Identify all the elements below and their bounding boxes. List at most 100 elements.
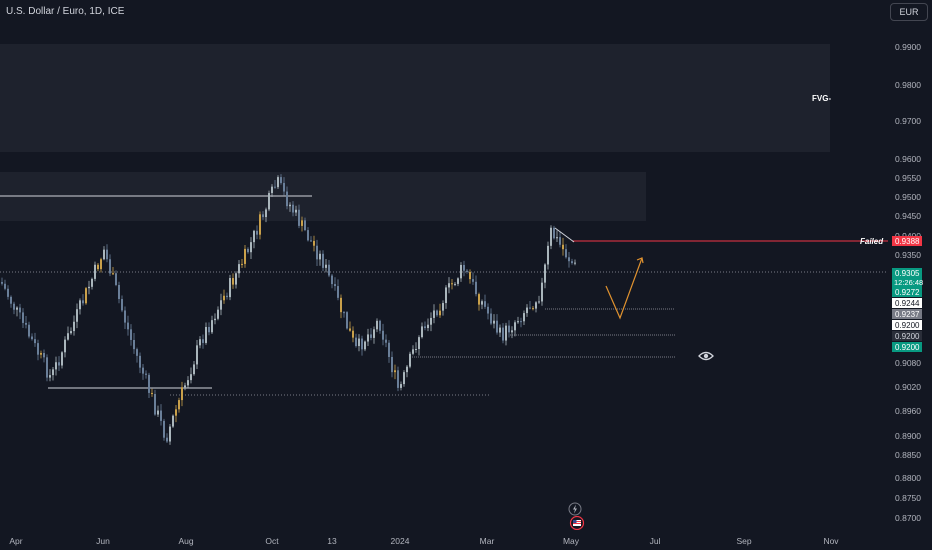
candle-body <box>508 325 510 333</box>
candle-body <box>268 193 270 210</box>
candle-body <box>175 409 177 416</box>
candle-body <box>574 262 576 264</box>
candle-body <box>355 337 357 347</box>
candle-body <box>556 237 558 239</box>
price-badge: 0.9237 <box>895 310 920 319</box>
candle-body <box>151 392 153 395</box>
candle-body <box>142 367 144 374</box>
price-badge: 0.9244 <box>895 299 920 308</box>
flag-icon[interactable] <box>569 516 585 530</box>
candle-body <box>199 339 201 346</box>
currency-button[interactable]: EUR <box>890 3 928 21</box>
price-tick-label: 0.8960 <box>895 406 921 416</box>
candle-body <box>127 322 129 330</box>
candle-body <box>181 387 183 401</box>
candle-body <box>433 310 435 318</box>
projection-arrow[interactable] <box>605 257 643 320</box>
candle-body <box>28 324 30 337</box>
price-badge-bg <box>892 268 922 288</box>
candle-body <box>406 366 408 373</box>
price-tick-label: 0.9350 <box>895 250 921 260</box>
price-badge: 0.9200 <box>895 321 920 330</box>
candle-body <box>361 338 363 350</box>
candle-body <box>247 248 249 253</box>
candle-body <box>430 317 432 325</box>
candle-body <box>217 309 219 319</box>
candle-body <box>223 295 225 301</box>
candle-body <box>19 307 21 313</box>
candle-body <box>241 263 243 265</box>
time-tick-label: Nov <box>823 536 839 546</box>
candle-body <box>445 287 447 304</box>
candle-body <box>235 273 237 285</box>
candle-body <box>409 353 411 367</box>
price-tick-label: 0.8850 <box>895 450 921 460</box>
candle-body <box>298 209 300 226</box>
candle-body <box>100 259 102 270</box>
candle-body <box>451 283 453 285</box>
candle-body <box>550 227 552 246</box>
candle-body <box>388 342 390 357</box>
time-tick-label: Sep <box>736 536 751 546</box>
candle-body <box>139 355 141 368</box>
price-badge-bg <box>892 236 922 246</box>
candle-body <box>256 230 258 235</box>
price-badge: 0.9305 <box>895 269 920 278</box>
candle-body <box>271 186 273 194</box>
fvg-label: FVG- <box>812 94 831 103</box>
candle-body <box>277 177 279 188</box>
candle-body <box>448 283 450 288</box>
candle-body <box>103 249 105 260</box>
candle-body <box>16 307 18 310</box>
candle-body <box>463 264 465 271</box>
candle-body <box>526 307 528 314</box>
time-axis[interactable]: Apr Jun Aug Oct 13 2024 Mar May Jul Sep Nov <box>9 536 839 546</box>
candle-body <box>187 380 189 386</box>
candle-body <box>154 394 156 415</box>
candle-body <box>124 310 126 323</box>
candle-body <box>328 264 330 276</box>
candle-body <box>442 303 444 311</box>
flash-icon[interactable] <box>568 502 582 516</box>
candle-body <box>532 308 534 310</box>
candle-body <box>145 373 147 375</box>
candle-body <box>283 182 285 192</box>
candle-body <box>520 321 522 323</box>
time-tick-label: Jul <box>650 536 661 546</box>
price-badge-bg <box>892 331 922 341</box>
candle-body <box>571 261 573 264</box>
candle-body <box>166 437 168 442</box>
candle-body <box>382 330 384 340</box>
candle-body <box>193 364 195 375</box>
candle-body <box>262 214 264 218</box>
candle-body <box>316 245 318 260</box>
price-tick-label: 0.9080 <box>895 358 921 368</box>
eye-icon[interactable] <box>698 350 714 362</box>
price-badge: 0.9272 <box>895 288 920 297</box>
candle-body <box>466 270 468 272</box>
candle-body <box>340 297 342 313</box>
candle-body <box>64 339 66 353</box>
trend-annotation-line[interactable] <box>554 227 575 243</box>
candle-body <box>325 264 327 268</box>
candle-body <box>148 374 150 393</box>
time-tick-label: May <box>563 536 580 546</box>
time-tick-label: Oct <box>265 536 279 546</box>
candle-body <box>208 326 210 333</box>
price-badge-bg <box>892 309 922 319</box>
candle-body <box>34 339 36 344</box>
candle-body <box>562 244 564 250</box>
candle-body <box>331 275 333 285</box>
candle-body <box>61 352 63 366</box>
candle-body <box>529 307 531 309</box>
candle-body <box>400 384 402 388</box>
candle-body <box>25 322 27 325</box>
candle-body <box>178 400 180 410</box>
projection-arrowhead <box>636 257 644 264</box>
candle-body <box>253 230 255 243</box>
fvg-zone <box>0 44 830 152</box>
candle-body <box>49 375 51 378</box>
candle-body <box>118 284 120 300</box>
